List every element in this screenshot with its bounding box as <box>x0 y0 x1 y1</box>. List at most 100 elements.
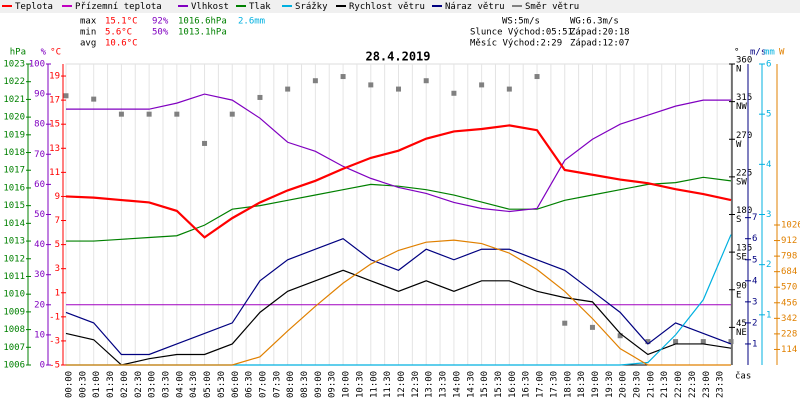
x-tick-label: 21:30 <box>660 371 670 398</box>
stat: min <box>80 28 96 38</box>
y-tick-label: 1013 <box>3 237 25 247</box>
stat: 50% <box>152 28 169 38</box>
series-line <box>65 124 732 239</box>
direction-point <box>118 111 124 117</box>
x-tick-label: 12:30 <box>411 371 421 398</box>
x-tick-label: 01:30 <box>106 371 116 398</box>
direction-point <box>562 320 568 326</box>
y-tick-label: 1009 <box>3 307 25 317</box>
y-tick-label: 684 <box>781 267 797 277</box>
stat: WG:6.3m/s <box>570 17 619 27</box>
y-tick-label: 3 <box>55 264 60 274</box>
y-tick-label: 60 <box>34 180 45 190</box>
legend-label: Tlak <box>249 2 271 12</box>
y-tick-label: 80 <box>34 120 45 130</box>
direction-point <box>146 111 152 117</box>
y-tick-label: -1 <box>49 312 60 322</box>
stat: Západ:20:18 <box>570 28 630 38</box>
direction-point <box>728 339 734 345</box>
axis-unit: m/s <box>750 48 766 58</box>
stat: 2.6mm <box>238 17 265 27</box>
y-tick-label: 70 <box>34 150 45 160</box>
x-tick-label: 20:30 <box>633 371 643 398</box>
y-tick-label: 1007 <box>3 343 25 353</box>
legend-bar <box>0 0 800 13</box>
axis-unit: % <box>41 48 47 58</box>
direction-point <box>368 82 374 88</box>
y-tick-label: 180 <box>736 206 752 216</box>
y-tick-label: 11 <box>49 168 60 178</box>
y-tick-label: 1008 <box>3 325 25 335</box>
x-tick-label: 03:30 <box>161 371 171 398</box>
x-tick-label: 21:00 <box>646 371 656 398</box>
direction-point <box>534 74 540 80</box>
direction-point <box>479 82 485 88</box>
x-tick-label: 00:00 <box>65 371 75 398</box>
y-tick-label: 45 <box>736 319 747 329</box>
y-tick-label: 3 <box>766 210 771 220</box>
direction-point <box>396 86 401 92</box>
y-tick-label: 7 <box>752 213 757 223</box>
series-line <box>65 238 732 356</box>
direction-point <box>340 74 346 80</box>
compass-label: SW <box>736 177 747 187</box>
y-tick-label: 1 <box>766 310 771 320</box>
direction-point <box>700 339 706 345</box>
y-tick-label: 1018 <box>3 148 25 158</box>
y-tick-label: 5 <box>766 110 771 120</box>
stat: Slunce Východ:05:51 <box>470 28 573 38</box>
legend-label: Směr větru <box>525 2 579 12</box>
compass-label: NE <box>736 328 747 338</box>
legend-label: Teplota <box>15 2 53 12</box>
y-tick-label: 1026 <box>781 221 800 231</box>
y-tick-label: 30 <box>34 270 45 280</box>
x-tick-label: 14:30 <box>466 371 476 398</box>
y-tick-label: 4 <box>752 276 757 286</box>
stat: Západ:12:07 <box>570 39 630 49</box>
x-tick-label: 08:30 <box>300 371 310 398</box>
y-tick-label: 50 <box>34 210 45 220</box>
series-line <box>65 269 732 366</box>
direction-point <box>451 90 457 96</box>
x-tick-label: 06:30 <box>245 371 255 398</box>
y-tick-label: 100 <box>29 60 45 70</box>
x-tick-label: 02:00 <box>120 371 130 398</box>
x-tick-label: 23:00 <box>702 371 712 398</box>
direction-point <box>617 333 623 339</box>
x-tick-label: 10:00 <box>342 371 352 398</box>
compass-label: SE <box>736 253 747 263</box>
stat: max <box>80 17 97 27</box>
x-tick-label: 14:00 <box>452 371 462 398</box>
axis-unit: W <box>779 48 785 58</box>
x-tick-label: 02:30 <box>134 371 144 398</box>
legend-label: Přízemní teplota <box>75 2 162 12</box>
legend-label: Rychlost větru <box>349 2 425 12</box>
y-tick-label: 570 <box>781 283 797 293</box>
x-tick-label: 22:00 <box>674 371 684 398</box>
y-tick-label: 1019 <box>3 130 25 140</box>
y-tick-label: 19 <box>49 72 60 82</box>
series-line <box>66 176 732 242</box>
direction-point <box>423 78 429 84</box>
x-tick-label: 07:30 <box>272 371 282 398</box>
direction-point <box>589 324 595 330</box>
direction-point <box>63 93 69 99</box>
x-tick-label: 05:30 <box>217 371 227 398</box>
axis-unit: °C <box>50 48 61 58</box>
compass-label: S <box>736 215 741 225</box>
x-tick-label: 01:00 <box>92 371 102 398</box>
y-tick-label: 342 <box>781 314 797 324</box>
x-tick-label: 22:30 <box>688 371 698 398</box>
direction-point <box>257 94 263 100</box>
y-tick-label: 456 <box>781 298 797 308</box>
x-tick-label: 16:00 <box>508 371 518 398</box>
x-tick-label: 00:30 <box>78 371 88 398</box>
y-tick-label: 2 <box>752 318 757 328</box>
y-tick-label: 1006 <box>3 361 25 371</box>
x-tick-label: 11:00 <box>369 371 379 398</box>
x-tick-label: 08:00 <box>286 371 296 398</box>
compass-label: E <box>736 290 741 300</box>
x-tick-label: 18:00 <box>563 371 573 398</box>
y-tick-label: 1020 <box>3 113 25 123</box>
y-tick-label: 114 <box>781 345 797 355</box>
